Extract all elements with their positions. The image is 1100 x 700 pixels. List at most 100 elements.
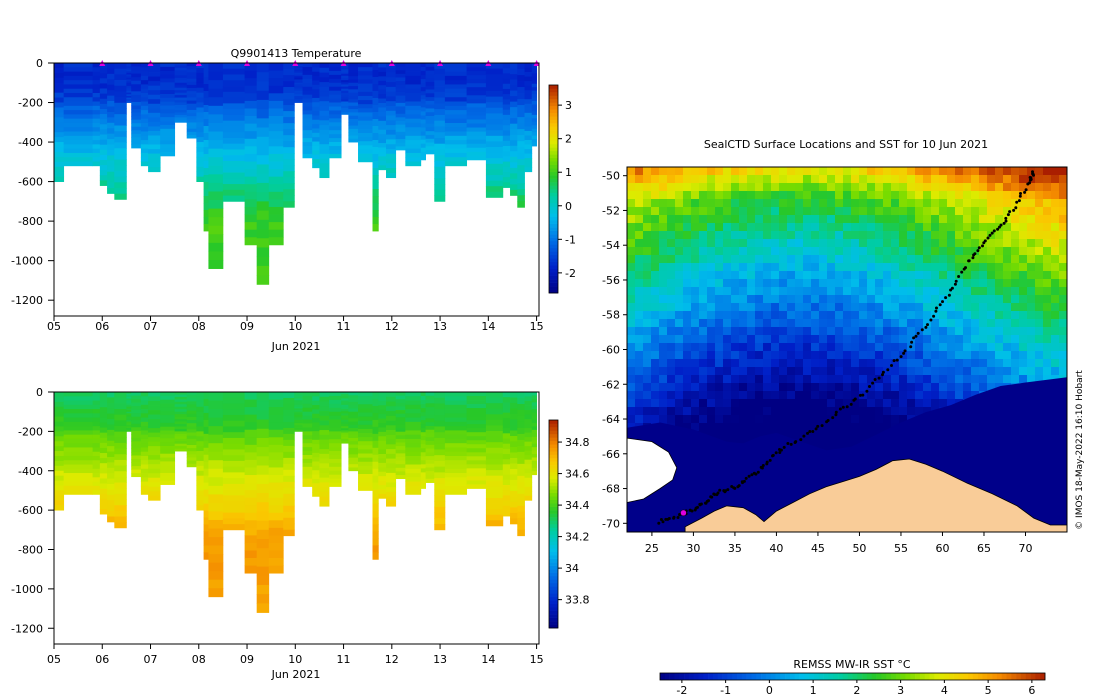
sst-cell [643,375,652,384]
profile-cell [186,131,197,136]
profile-cell [485,442,504,449]
profile-cell [386,148,397,155]
sst-cell [939,367,948,376]
sst-cell [723,351,732,360]
sst-cell [971,375,980,384]
profile-cell [268,176,284,185]
profile-cell [222,443,246,450]
sst-cell [1003,343,1012,352]
profile-cell [126,81,132,84]
profile-cell [268,527,284,536]
sst-cell [667,207,676,216]
sst-cell [675,231,684,240]
x-tick-label: 06 [95,653,109,666]
profile-cell [444,438,468,444]
colorbar-segment [549,593,558,598]
profile-cell [54,87,65,94]
sst-cell [747,263,756,272]
sst-cell [691,199,700,208]
sst-cell [787,287,796,296]
sst-cell [1019,183,1028,192]
sst-cell [899,311,908,320]
profile-cell [294,414,303,418]
sst-cell [819,295,828,304]
profile-cell [63,127,94,132]
sst-cell [651,351,660,360]
profile-cell [358,424,373,430]
sst-cell [843,255,852,264]
sst-cell [931,223,940,232]
profile-cell [208,571,224,581]
profile-cell [372,517,379,525]
sst-cell [939,207,948,216]
profile-cell [140,481,149,487]
profile-cell [420,476,426,481]
profile-cell [341,97,349,100]
profile-cell [502,428,511,434]
sst-cell [811,303,820,312]
sst-cell [683,423,692,432]
profile-cell [196,171,204,178]
sst-cell [1019,327,1028,336]
salinity-y-axis: 0-200-400-600-800-1000-1200 [11,386,54,635]
profile-cell [114,159,127,166]
sst-cell [667,399,676,408]
profile-cell [196,470,204,477]
profile-cell [425,418,435,423]
profile-cell [222,86,246,93]
profile-cell [372,147,379,155]
sst-cell [987,247,996,256]
profile-cell [510,129,518,136]
profile-cell [302,395,313,401]
profile-cell [329,114,342,119]
profile-cell [386,411,397,417]
profile-cell [372,217,379,225]
profile-cell [434,184,446,191]
sst-cell [875,255,884,264]
sst-cell [707,223,716,232]
profile-cell [485,414,504,421]
profile-cell [302,447,313,452]
sst-cell [1003,327,1012,336]
sst-cell [971,207,980,216]
profile-cell [395,475,406,480]
profile-cell [405,84,422,90]
profile-cell [405,400,422,406]
profile-cell [329,70,342,76]
sst-cell [963,343,972,352]
profile-cell [203,489,209,497]
profile-cell [208,554,224,564]
profile-cell [208,88,224,98]
profile-cell [126,77,132,80]
profile-cell [524,76,533,82]
sst-cell [635,287,644,296]
sst-cell [707,231,716,240]
sst-cell [667,319,676,328]
profile-cell [222,195,246,202]
profile-cell [268,429,284,438]
sst-cell [843,399,852,408]
profile-cell [319,487,330,493]
sst-cell [683,327,692,336]
sst-cell [851,191,860,200]
sst-cell [987,303,996,312]
sst-cell [675,183,684,192]
profile-cell [420,87,426,92]
profile-cell [312,93,320,99]
profile-cell [341,398,349,401]
sst-cell [747,335,756,344]
sst-cell [739,359,748,368]
sst-cell [867,303,876,312]
sst-cell [939,239,948,248]
sst-cell [739,391,748,400]
sst-cell [883,271,892,280]
sst-cell [795,351,804,360]
profile-cell [425,93,435,98]
profile-cell [312,465,320,471]
profile-cell [329,122,342,127]
sst-cell [899,359,908,368]
profile-cell [531,460,537,465]
profile-cell [405,464,422,470]
sst-cell [931,175,940,184]
sst-cell [915,375,924,384]
